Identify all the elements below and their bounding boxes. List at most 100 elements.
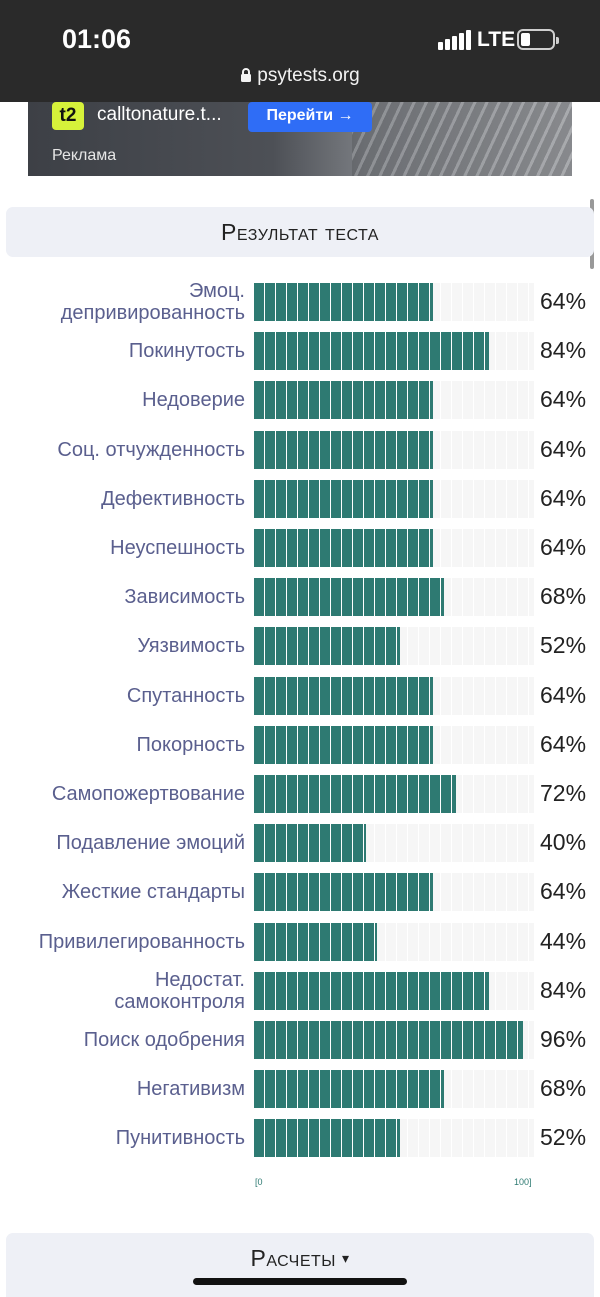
category-label-line: Уязвимость bbox=[137, 635, 245, 658]
bar bbox=[254, 479, 434, 518]
bar bbox=[254, 922, 378, 961]
results-bar-chart: Эмоц. депривированность 64% Покинутость 84% Н… bbox=[0, 280, 600, 1190]
value-label: 72% bbox=[540, 780, 587, 806]
url-text: psytests.org bbox=[257, 65, 360, 86]
calculations-toggle[interactable]: Расчеты ▾ bbox=[6, 1233, 594, 1297]
bar bbox=[254, 430, 434, 469]
network-type: LTE bbox=[477, 28, 516, 51]
bar bbox=[254, 1021, 523, 1059]
chart-row: Эмоц. депривированность 64% bbox=[0, 280, 600, 324]
category-label-line: Зависимость bbox=[124, 586, 245, 609]
value-label: 64% bbox=[540, 878, 587, 905]
status-bar: 01:06 LTE psytests.org bbox=[0, 0, 600, 102]
bar bbox=[254, 725, 434, 764]
value-label: 84% bbox=[540, 337, 587, 364]
value-label: 64% bbox=[540, 386, 587, 413]
bar bbox=[254, 1119, 400, 1158]
category-label-line: Дефективность bbox=[101, 487, 245, 510]
address-bar[interactable]: psytests.org bbox=[0, 65, 600, 87]
value-label: 52% bbox=[540, 1124, 587, 1151]
category-label-line: самоконтроля bbox=[114, 990, 245, 1013]
chart-row: Недостат. самоконтроля 84% bbox=[0, 969, 600, 1013]
value-label: 52% bbox=[540, 632, 587, 659]
bar bbox=[254, 1070, 445, 1109]
chart-row: Подавление эмоций 40% bbox=[0, 821, 600, 863]
chart-row: Покинутость 84% bbox=[0, 329, 600, 371]
category-label-line: Недостат. bbox=[154, 968, 245, 991]
value-label: 68% bbox=[540, 1075, 587, 1102]
category-label: Зависимость bbox=[0, 586, 245, 608]
ad-go-button[interactable]: Перейти → bbox=[248, 102, 372, 132]
category-label: Недостат. самоконтроля bbox=[0, 969, 245, 1013]
value-label: 84% bbox=[540, 976, 587, 1003]
ad-site-name: calltonature.t... bbox=[97, 104, 222, 125]
category-label: Неуспешность bbox=[0, 537, 245, 559]
chart-row: Поиск одобрения 96% bbox=[0, 1018, 600, 1060]
category-label-line: Подавление эмоций bbox=[56, 832, 245, 855]
category-label: Эмоц. депривированность bbox=[0, 280, 245, 324]
value-label: 40% bbox=[540, 829, 587, 856]
chart-row: Соц. отчужденность 64% bbox=[0, 428, 600, 470]
chart-row: Самопожертвование 72% bbox=[0, 772, 600, 814]
result-title: Результат теста bbox=[221, 219, 379, 245]
bar bbox=[254, 775, 456, 813]
bar bbox=[254, 332, 490, 371]
category-label-line: Недоверие bbox=[142, 389, 245, 412]
value-label: 64% bbox=[540, 730, 587, 757]
category-label: Соц. отчужденность bbox=[0, 439, 245, 461]
category-label: Покорность bbox=[0, 734, 245, 756]
category-label: Пунитивность bbox=[0, 1127, 245, 1149]
ad-logo: t2 bbox=[52, 102, 84, 130]
category-label-line: Покинутость bbox=[128, 340, 245, 363]
chart-row: Спутанность 64% bbox=[0, 674, 600, 716]
category-label: Подавление эмоций bbox=[0, 832, 245, 854]
axis-max-label: 100] bbox=[514, 1177, 532, 1187]
result-section-header: Результат теста bbox=[6, 207, 594, 257]
bar bbox=[254, 529, 434, 567]
chart-row: Жесткие стандарты 64% bbox=[0, 870, 600, 912]
home-indicator[interactable] bbox=[193, 1278, 407, 1285]
category-label-line: Спутанность bbox=[126, 684, 245, 707]
bar bbox=[254, 627, 400, 666]
category-label: Уязвимость bbox=[0, 635, 245, 657]
category-label: Поиск одобрения bbox=[0, 1029, 245, 1051]
category-label-line: Жесткие стандарты bbox=[61, 881, 245, 904]
clock: 01:06 bbox=[62, 24, 132, 54]
category-label-line: Покорность bbox=[136, 733, 245, 756]
value-label: 68% bbox=[540, 583, 587, 610]
category-label-line: Соц. отчужденность bbox=[57, 438, 245, 461]
category-label-line: Неуспешность bbox=[110, 537, 245, 559]
lock-icon bbox=[241, 68, 252, 82]
category-label: Дефективность bbox=[0, 488, 245, 510]
category-label: Жесткие стандарты bbox=[0, 881, 245, 903]
category-label: Покинутость bbox=[0, 340, 245, 362]
bar bbox=[254, 873, 434, 912]
value-label: 64% bbox=[540, 484, 587, 511]
ad-banner[interactable]: t2 calltonature.t... Перейти → Реклама bbox=[28, 102, 572, 176]
chart-row: Привилегированность 44% bbox=[0, 920, 600, 962]
battery-icon bbox=[517, 29, 559, 50]
value-label: 44% bbox=[540, 927, 587, 954]
bar bbox=[254, 676, 434, 715]
category-label-line: Негативизм bbox=[136, 1078, 245, 1101]
category-label: Недоверие bbox=[0, 389, 245, 411]
ad-background-image bbox=[352, 102, 572, 176]
chart-row: Негативизм 68% bbox=[0, 1067, 600, 1109]
category-label-line: Привилегированность bbox=[38, 930, 245, 953]
calculations-label: Расчеты bbox=[250, 1245, 336, 1271]
value-label: 96% bbox=[540, 1026, 587, 1052]
bar bbox=[254, 381, 434, 420]
chart-row: Дефективность 64% bbox=[0, 477, 600, 519]
chart-row: Уязвимость 52% bbox=[0, 624, 600, 666]
category-label-line: Эмоц. bbox=[188, 280, 245, 302]
bar bbox=[254, 824, 366, 863]
category-label: Негативизм bbox=[0, 1078, 245, 1100]
bar bbox=[254, 283, 434, 321]
chart-row: Пунитивность 52% bbox=[0, 1116, 600, 1158]
cellular-signal-icon bbox=[438, 30, 471, 50]
bar bbox=[254, 578, 445, 617]
ad-label: Реклама bbox=[52, 147, 117, 164]
category-label-line: Самопожертвование bbox=[51, 783, 245, 805]
chart-row: Зависимость 68% bbox=[0, 575, 600, 617]
dropdown-arrow-icon: ▾ bbox=[341, 1250, 350, 1266]
